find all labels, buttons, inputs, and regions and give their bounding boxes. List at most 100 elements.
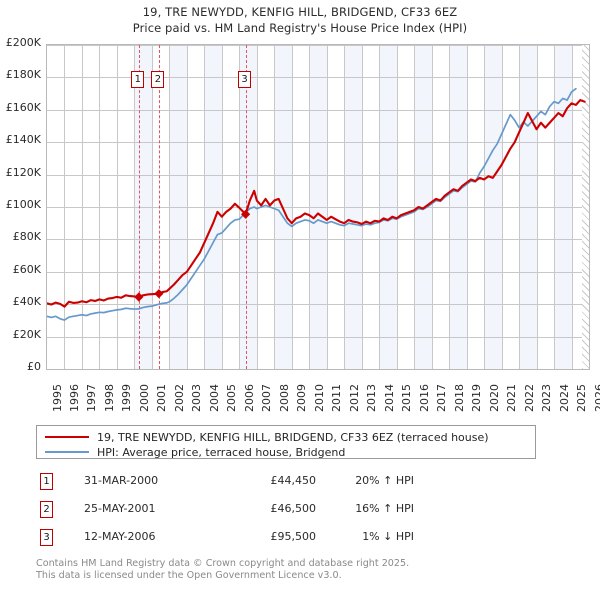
sale-marker-diamond[interactable] [134, 292, 144, 302]
gridline-vertical [64, 45, 65, 369]
gridline-vertical [554, 45, 555, 369]
footer-attribution: Contains HM Land Registry data © Crown c… [36, 558, 576, 582]
title-line-1: 19, TRE NEWYDD, KENFIG HILL, BRIDGEND, C… [142, 5, 458, 19]
x-axis-tick-label: 2012 [347, 384, 361, 412]
x-axis-tick-label: 2019 [470, 384, 484, 412]
gridline-vertical [467, 45, 468, 369]
gridline-horizontal [47, 77, 589, 78]
gridline-vertical [344, 45, 345, 369]
x-axis-tick-label: 2023 [540, 384, 554, 412]
gridline-horizontal [47, 142, 589, 143]
transaction-price: £46,500 [270, 502, 317, 515]
x-axis-tick-label: 2004 [207, 384, 221, 412]
transactions-table: 1 31-MAR-2000 £44,450 20% ↑ HPI 2 25-MAY-2001… [36, 470, 456, 554]
gridline-horizontal [47, 110, 589, 111]
gridline-vertical [362, 45, 363, 369]
event-dashed-line [158, 45, 160, 369]
event-marker-flag[interactable]: 2 [151, 71, 165, 88]
x-axis-tick-label: 2020 [487, 384, 501, 412]
transaction-date: 31-MAR-2000 [84, 474, 159, 487]
footer-line-2: This data is licensed under the Open Gov… [36, 570, 342, 581]
gridline-vertical [292, 45, 293, 369]
event-dashed-line [138, 45, 140, 369]
footer-line-1: Contains HM Land Registry data © Crown c… [36, 558, 410, 569]
x-axis-tick-label: 2024 [557, 384, 571, 412]
transaction-index-badge: 3 [40, 529, 53, 546]
legend-item-label: HPI: Average price, terraced house, Brid… [97, 445, 346, 459]
gridline-vertical [152, 45, 153, 369]
x-axis-tick-label: 2021 [505, 384, 519, 412]
legend-swatch-hpi [45, 451, 89, 453]
gridline-vertical [117, 45, 118, 369]
gridline-vertical [204, 45, 205, 369]
legend-item: HPI: Average price, terraced house, Brid… [37, 445, 535, 459]
incomplete-data-hatch [582, 45, 589, 369]
gridline-vertical [187, 45, 188, 369]
hpi-line [47, 87, 577, 321]
chart-legend: 19, TRE NEWYDD, KENFIG HILL, BRIDGEND, C… [36, 425, 536, 459]
x-axis-tick-label: 1995 [50, 384, 64, 412]
gridline-vertical [589, 45, 590, 369]
sale-marker-diamond[interactable] [241, 209, 251, 219]
transaction-date: 12-MAY-2006 [84, 530, 156, 543]
gridline-horizontal [47, 175, 589, 176]
gridline-vertical [274, 45, 275, 369]
gridline-vertical [519, 45, 520, 369]
gridline-horizontal [47, 337, 589, 338]
x-axis-tick-label: 2007 [260, 384, 274, 412]
transaction-index-badge: 2 [40, 501, 53, 518]
gridline-vertical [502, 45, 503, 369]
gridline-vertical [449, 45, 450, 369]
x-axis-tick-label: 2005 [225, 384, 239, 412]
x-axis-tick-label: 2000 [137, 384, 151, 412]
gridline-vertical [82, 45, 83, 369]
legend-swatch-price-paid [45, 436, 89, 438]
gridline-vertical [257, 45, 258, 369]
gridline-vertical [414, 45, 415, 369]
x-axis-tick-label: 2003 [190, 384, 204, 412]
gridline-vertical [309, 45, 310, 369]
x-axis-tick-label: 2025 [575, 384, 589, 412]
event-dashed-line [245, 45, 247, 369]
gridline-vertical [397, 45, 398, 369]
x-axis-tick-label: 1997 [85, 384, 99, 412]
transaction-index-badge: 1 [40, 473, 53, 490]
transaction-vs-hpi: 16% ↑ HPI [355, 502, 414, 515]
transaction-price: £95,500 [270, 530, 317, 543]
gridline-vertical [432, 45, 433, 369]
x-axis-tick-label: 2011 [330, 384, 344, 412]
y-axis: £0 £20K £40K £60K £80K £100K £120K £140K £160K £1… [5, 36, 41, 373]
x-axis-tick-label: 2022 [522, 384, 536, 412]
x-axis-tick-label: 2008 [277, 384, 291, 412]
x-axis-tick-label: 2018 [452, 384, 466, 412]
x-axis-tick-label: 2001 [155, 384, 169, 412]
legend-item: 19, TRE NEWYDD, KENFIG HILL, BRIDGEND, C… [37, 430, 535, 444]
x-axis-tick-label: 2009 [295, 384, 309, 412]
price-paid-line [47, 99, 586, 308]
x-axis-tick-label: 2016 [417, 384, 431, 412]
gridline-vertical [327, 45, 328, 369]
transaction-price: £44,450 [270, 474, 317, 487]
table-row[interactable]: 2 25-MAY-2001 £46,500 16% ↑ HPI [36, 498, 456, 526]
transaction-vs-hpi: 1% ↓ HPI [362, 530, 414, 543]
x-axis-tick-label: 2013 [365, 384, 379, 412]
gridline-horizontal [47, 304, 589, 305]
x-axis-tick-label: 2006 [242, 384, 256, 412]
sale-marker-diamond[interactable] [154, 289, 164, 299]
gridline-vertical [572, 45, 573, 369]
gridline-vertical [484, 45, 485, 369]
gridline-vertical [222, 45, 223, 369]
plot-area [46, 44, 590, 370]
table-row[interactable]: 1 31-MAR-2000 £44,450 20% ↑ HPI [36, 470, 456, 498]
x-axis-tick-label: 2015 [400, 384, 414, 412]
x-axis-tick-label: 2014 [382, 384, 396, 412]
page-title: 19, TRE NEWYDD, KENFIG HILL, BRIDGEND, C… [0, 4, 600, 36]
event-marker-flag[interactable]: 3 [238, 71, 252, 88]
event-marker-flag[interactable]: 1 [131, 71, 145, 88]
legend-item-label: 19, TRE NEWYDD, KENFIG HILL, BRIDGEND, C… [97, 430, 489, 444]
table-row[interactable]: 3 12-MAY-2006 £95,500 1% ↓ HPI [36, 526, 456, 554]
x-axis-tick-label: 2017 [435, 384, 449, 412]
x-axis: 1995 1996 1997 1998 1999 2000 2001 2002 2003 2004… [46, 372, 600, 416]
transaction-vs-hpi: 20% ↑ HPI [355, 474, 414, 487]
